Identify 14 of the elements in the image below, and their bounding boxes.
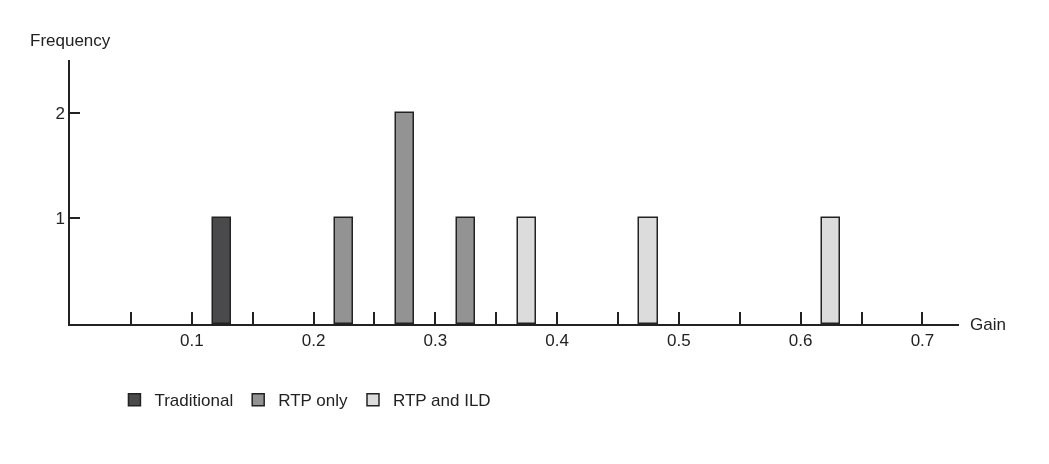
- y-tick-label: 1: [55, 209, 65, 229]
- x-axis-title: Gain: [970, 315, 1006, 334]
- x-tick-label: 0.4: [545, 331, 569, 351]
- y-axis-title: Frequency: [30, 31, 111, 50]
- x-tick-label: 0.5: [667, 331, 691, 351]
- x-tick-label: 0.7: [910, 331, 935, 351]
- legend-label: Traditional: [154, 391, 234, 411]
- legend-label: RTP and ILD: [392, 391, 491, 411]
- x-tick-label: 0.3: [423, 331, 448, 351]
- y-tick-label: 2: [55, 103, 65, 123]
- x-tick-label: 0.1: [179, 331, 204, 351]
- x-tick-label: 0.6: [788, 331, 813, 351]
- legend-label: RTP only: [278, 391, 348, 411]
- x-tick-label: 0.2: [301, 331, 326, 351]
